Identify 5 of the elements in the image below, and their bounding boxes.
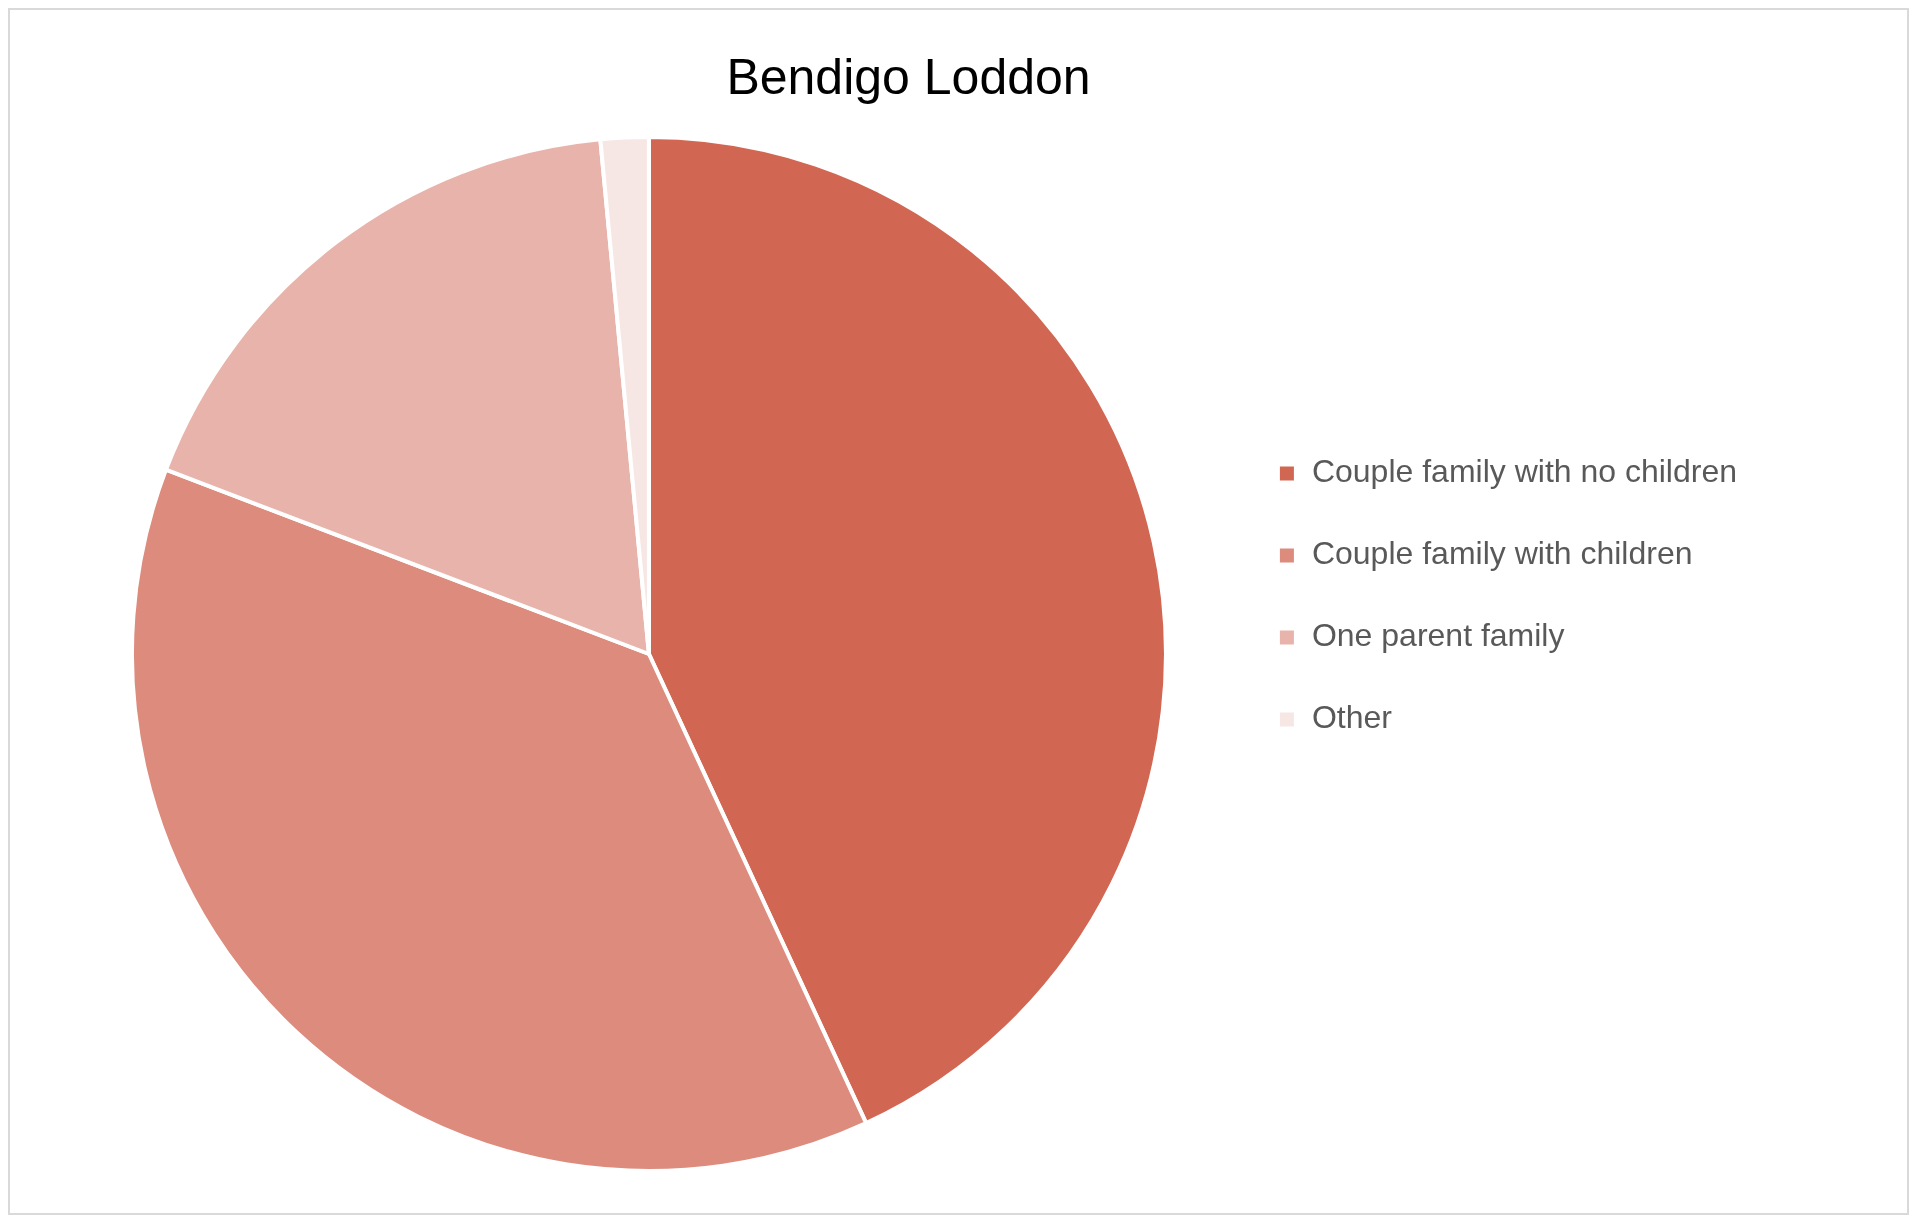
legend-label: One parent family	[1311, 617, 1565, 654]
legend-label: Couple family with no children	[1311, 453, 1737, 490]
legend-label: Couple family with children	[1311, 535, 1693, 572]
chart-title: Bendigo Loddon	[726, 48, 1091, 105]
legend-label: Other	[1311, 699, 1393, 736]
